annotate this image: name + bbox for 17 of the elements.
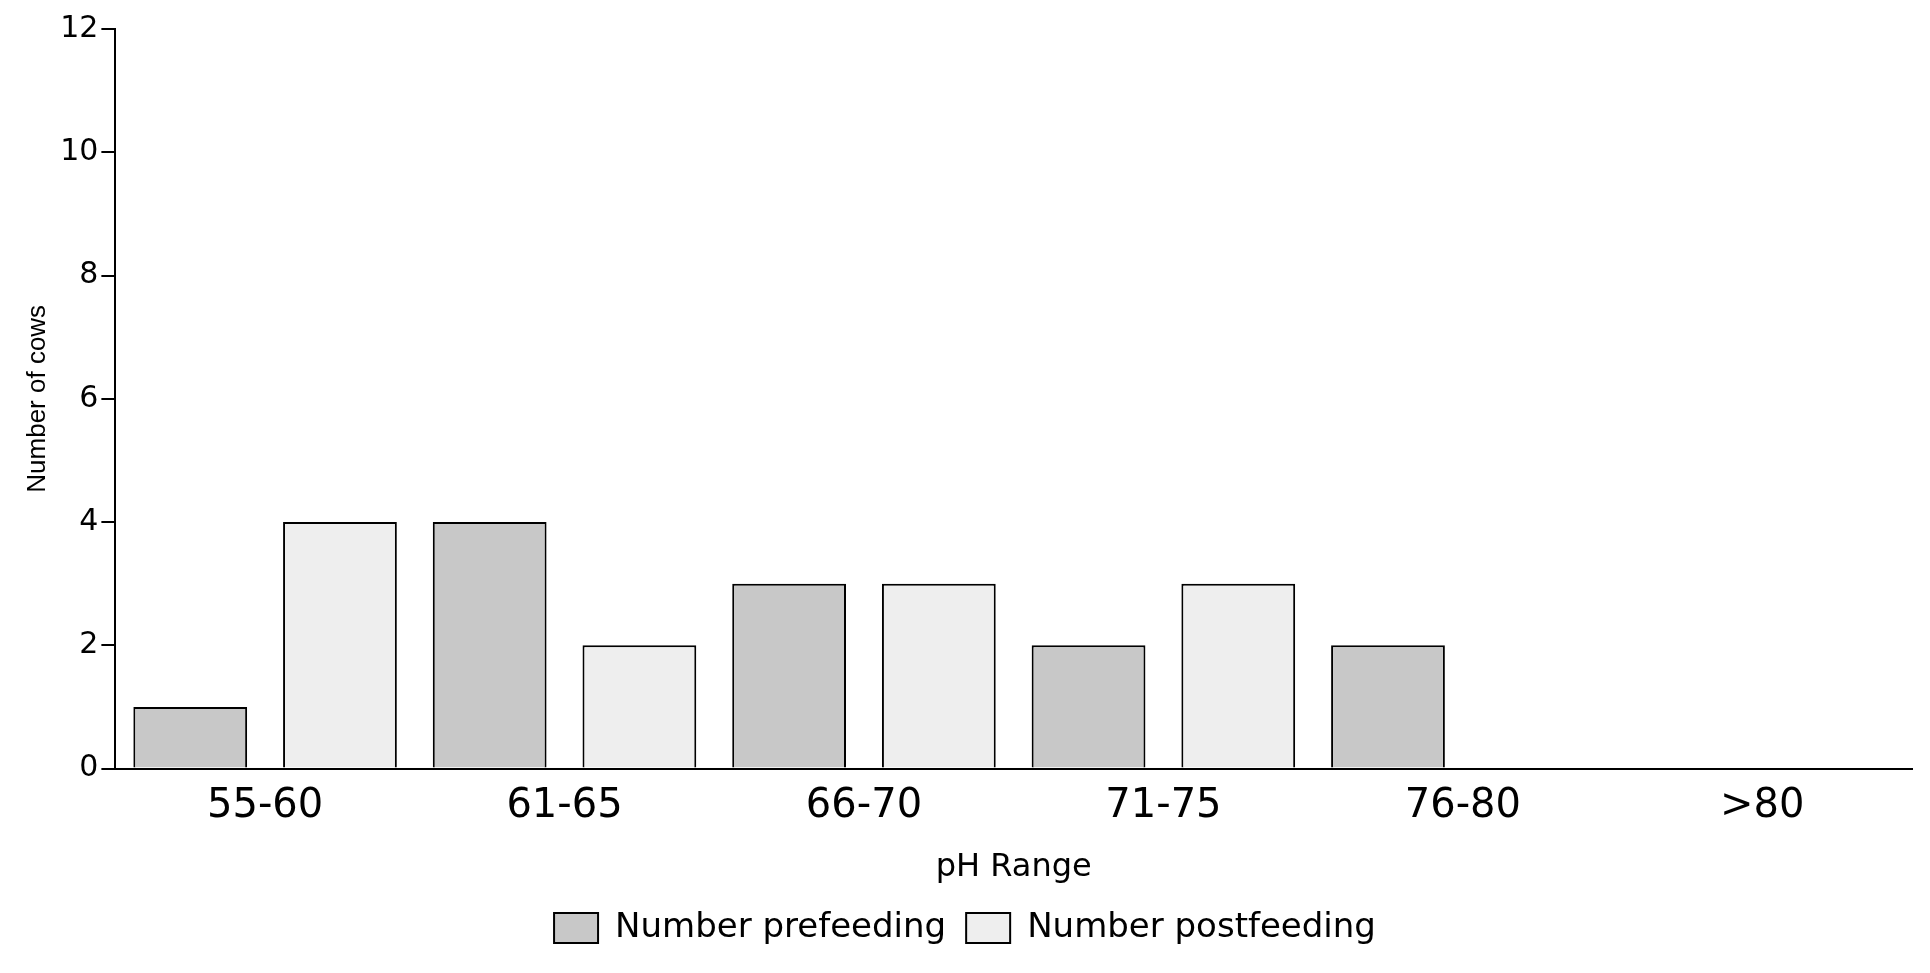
legend-label: Number postfeeding [1027,904,1376,945]
y-axis-title: Number of cows [20,304,51,493]
x-tick-label: 76-80 [1404,779,1521,826]
x-axis-title: pH Range [935,846,1092,885]
x-tick-label: 71-75 [1105,779,1222,826]
y-tick-label: 0 [79,748,99,784]
y-tick-label: 10 [60,132,99,168]
y-tick-label: 6 [79,378,99,414]
y-tick-label: 8 [79,255,99,291]
legend-label: Number prefeeding [615,904,947,945]
x-tick-label: 66-70 [805,779,923,826]
x-tick-label: 61-65 [506,779,623,826]
x-tick-label: 55-60 [206,779,324,826]
y-tick-label: 12 [60,8,99,44]
y-tick-label: 2 [79,625,99,661]
x-tick-label: >80 [1720,779,1805,826]
y-tick-label: 4 [79,501,99,537]
